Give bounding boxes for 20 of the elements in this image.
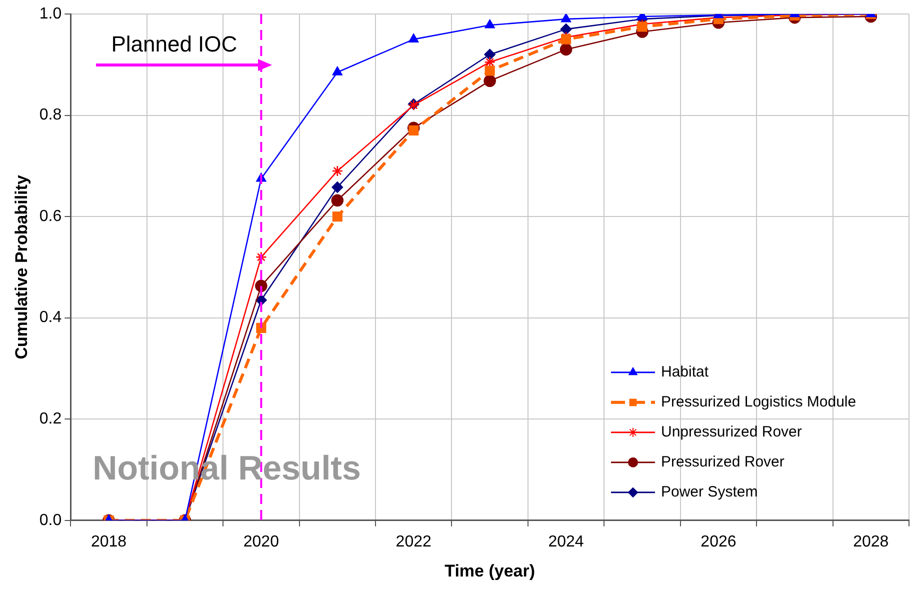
legend-label: Pressurized Logistics Module: [661, 394, 856, 411]
y-tick-label: 0.4: [39, 309, 62, 326]
x-tick-label: 2020: [243, 533, 280, 550]
y-tick-label: 1.0: [39, 5, 62, 22]
legend-label: Habitat: [661, 364, 710, 381]
annotation: Planned IOC: [111, 32, 238, 57]
legend-label: Pressurized Rover: [661, 454, 784, 471]
x-tick-label: 2022: [396, 533, 432, 550]
x-tick-label: 2028: [853, 533, 889, 550]
legend-label: Power System: [661, 484, 758, 501]
y-tick-label: 0.2: [39, 410, 62, 428]
x-tick-label: 2024: [548, 533, 584, 550]
x-axis-title: Time (year): [444, 561, 536, 580]
x-tick-label: 2018: [90, 533, 127, 550]
y-tick-label: 0.8: [39, 106, 62, 124]
y-axis-title: Cumulative Probability: [12, 174, 31, 360]
y-tick-label: 0.6: [39, 208, 62, 225]
y-tick-label: 0.0: [39, 512, 62, 529]
x-tick-label: 2026: [700, 533, 736, 550]
legend-label: Unpressurized Rover: [661, 424, 802, 441]
